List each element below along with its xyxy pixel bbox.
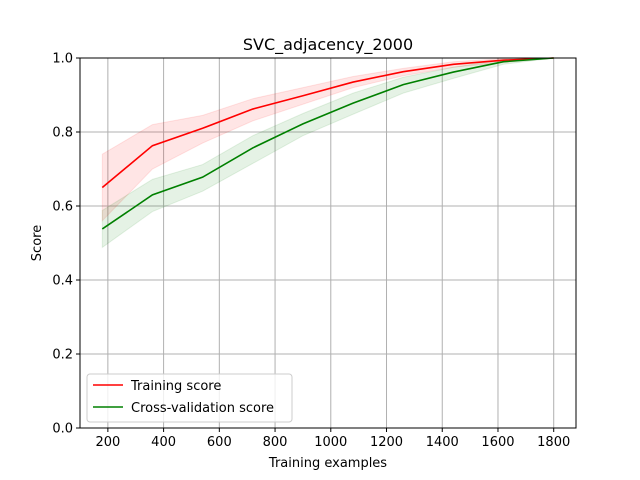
x-tick-label: 1000: [314, 435, 347, 450]
x-tick-label: 600: [207, 435, 232, 450]
y-tick-label: 0.4: [52, 274, 73, 289]
x-tick-label: 800: [263, 435, 288, 450]
y-axis-ticks: 0.0 0.2 0.4 0.6 0.8 1.0: [52, 52, 80, 437]
x-tick-label: 200: [95, 435, 120, 450]
x-tick-label: 400: [151, 435, 176, 450]
x-axis-label: Training examples: [268, 456, 387, 471]
chart-title: SVC_adjacency_2000: [243, 35, 413, 55]
y-tick-label: 0.8: [52, 126, 73, 141]
x-tick-label: 1800: [537, 435, 570, 450]
plot-frame: [79, 57, 577, 429]
cross-validation-score-line: [101, 57, 554, 230]
x-tick-label: 1200: [370, 435, 403, 450]
y-tick-label: 0.2: [52, 348, 73, 363]
y-tick-label: 0.0: [52, 422, 73, 437]
training-score-line: [101, 57, 554, 189]
y-tick-label: 1.0: [52, 52, 73, 67]
cross-validation-score-band: [101, 57, 554, 249]
series-lines: [101, 57, 554, 230]
legend: Training score Cross-validation score: [86, 373, 293, 423]
y-tick-label: 0.6: [52, 200, 73, 215]
legend-box: [86, 373, 293, 423]
x-tick-label: 1600: [481, 435, 514, 450]
x-tick-label: 1400: [426, 435, 459, 450]
legend-label-cross-validation: Cross-validation score: [131, 401, 274, 416]
x-axis-ticks: 200 400 600 800 1000 1200 1400 1600 1800: [95, 428, 570, 450]
y-axis-label: Score: [30, 225, 45, 261]
legend-label-training: Training score: [130, 379, 221, 394]
